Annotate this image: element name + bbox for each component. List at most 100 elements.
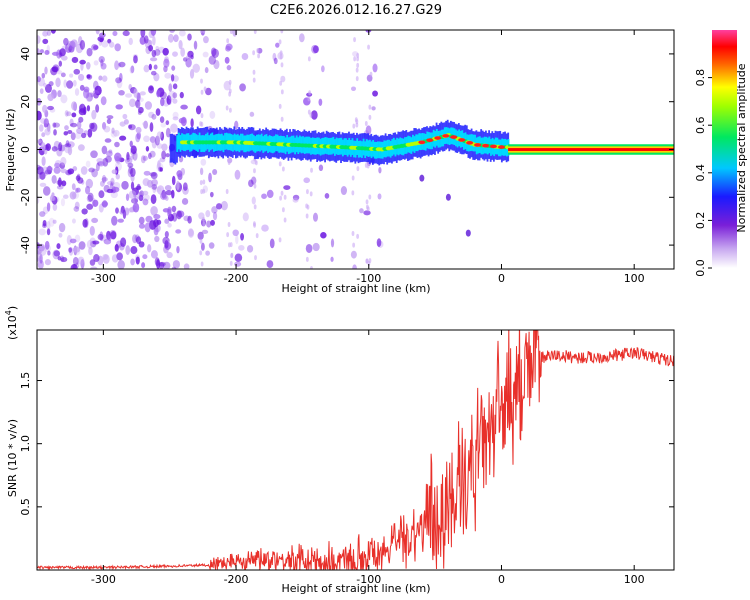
spectrogram-noise-cell [321, 65, 325, 73]
spectrogram-noise-cell [56, 70, 63, 75]
spectrogram-noise-cell [71, 101, 77, 111]
spectrogram-noise-cell [43, 82, 47, 88]
spectrogram-noise-cell [44, 84, 52, 93]
spectrogram-noise-cell [53, 129, 57, 136]
spectrogram-noise-cell [150, 250, 158, 259]
spectrogram-noise-cell [64, 110, 69, 117]
spectrogram-streak-cell [368, 194, 372, 200]
spectrogram-ridge-peak [442, 134, 450, 138]
colorbar-label: Normalized spectral amplitude [735, 63, 748, 232]
spectrogram-noise-cell [204, 67, 209, 74]
spectrogram-streak-cell [305, 213, 309, 219]
spectrogram-noise-cell [91, 44, 99, 51]
spectrogram-noise-cell [130, 65, 135, 74]
spectrogram-noise-cell [241, 53, 249, 61]
spectrogram-noise-cell [60, 198, 66, 207]
spectrogram-streak-cell [199, 250, 203, 256]
spectrogram-noise-cell [159, 167, 163, 172]
spectrogram-noise-cell [143, 120, 149, 129]
spectrogram-noise-cell [93, 254, 100, 263]
spectrogram-noise-cell [72, 80, 77, 87]
spectrogram-noise-cell [164, 218, 170, 224]
spectrogram-noise-cell [320, 231, 327, 239]
spectrogram-streak-cell [305, 203, 309, 209]
spectrogram-streak-cell [365, 258, 369, 264]
spectrogram-noise-cell [39, 49, 44, 54]
colorbar-tick-label: 0.0 [694, 259, 707, 277]
spectrogram-noise-cell [65, 140, 70, 147]
spectrogram-noise-cell [106, 188, 114, 194]
spectrogram-noise-cell [164, 231, 169, 238]
spectrogram-noise-cell [142, 254, 148, 260]
spectrogram-carrier-core [508, 148, 674, 151]
spectrogram-streak-cell [280, 30, 284, 34]
spectrogram-noise-cell [49, 195, 55, 202]
spectrogram-noise-cell [154, 186, 162, 192]
spectrogram-noise-cell [137, 110, 142, 115]
spectrogram-noise-cell [169, 30, 175, 33]
spectrogram-noise-cell [340, 186, 348, 196]
spectrogram-noise-cell [220, 200, 228, 211]
spectrogram-noise-cell [125, 245, 131, 255]
spectrogram-noise-cell [91, 109, 97, 120]
spectrogram-streak-cell [283, 217, 287, 223]
spectrogram-noise-cell [59, 48, 66, 57]
spectrogram-noise-cell [48, 217, 55, 227]
spectrogram-noise-cell [298, 33, 305, 43]
spectrogram-noise-cell [79, 84, 85, 91]
spectrogram-streak-cell [225, 188, 229, 194]
spectrogram-noise-cell [372, 90, 379, 97]
spectrogram-noise-cell [75, 175, 81, 182]
spectrogram-noise-cell [363, 210, 371, 216]
spectrogram-noise-cell [330, 256, 334, 262]
spectrogram-noise-cell [155, 46, 159, 51]
spectrogram-noise-cell [68, 246, 74, 256]
spectrogram-noise-cell [208, 55, 216, 65]
spectrogram-noise-cell [234, 253, 243, 262]
spectrogram-noise-cell [162, 47, 169, 56]
spectrogram-noise-cell [110, 130, 118, 138]
spectrogram-noise-cell [57, 256, 62, 261]
spectrogram-noise-cell [130, 145, 137, 155]
spectrogram-streak-cell [199, 30, 203, 34]
spectrogram-noise-cell [139, 91, 146, 96]
spectrogram-noise-cell [81, 132, 87, 139]
spectrogram-noise-cell [150, 180, 155, 190]
spectrogram-noise-cell [165, 153, 170, 158]
spectrogram-noise-cell [372, 63, 378, 73]
spectrogram-noise-cell [156, 89, 161, 98]
spectrogram-noise-cell [39, 211, 46, 217]
spectrogram-noise-cell [211, 48, 220, 58]
spectrogram-noise-cell [182, 57, 188, 62]
snr-scale-close: ) [6, 306, 19, 310]
spectrogram-streak-cell [364, 120, 368, 126]
spectrogram-streak-cell [365, 199, 369, 205]
spectrogram-noise-cell [149, 86, 154, 91]
spectrogram-noise-cell [150, 194, 157, 205]
spectrogram-noise-cell [273, 57, 278, 65]
spectrogram-noise-cell [148, 111, 155, 119]
spectrogram-noise-cell [212, 211, 218, 221]
spectrogram-streak-cell [252, 69, 256, 75]
spectrogram-noise-cell [117, 218, 124, 223]
spectrogram-noise-cell [101, 201, 109, 207]
spectrogram-noise-cell [164, 185, 172, 191]
spectrogram-noise-cell [163, 58, 170, 68]
spectrogram-noise-cell [199, 167, 204, 176]
spectrogram-noise-cell [153, 218, 159, 228]
spectrogram-noise-cell [133, 88, 138, 98]
spectrogram-noise-cell [318, 164, 324, 172]
spectrogram-noise-cell [69, 40, 76, 50]
spectrogram-noise-cell [147, 244, 152, 253]
spectrogram-noise-cell [51, 174, 57, 184]
spectrogram-noise-cell [102, 253, 109, 260]
spectrogram-noise-cell [150, 70, 157, 76]
spectrogram-noise-cell [71, 218, 76, 224]
spectrogram-noise-cell [90, 150, 98, 159]
spectrogram-noise-cell [60, 156, 67, 166]
spectrogram-noise-cell [143, 170, 151, 176]
spectrogram-noise-cell [126, 151, 130, 161]
spectrogram-noise-cell [176, 170, 183, 178]
